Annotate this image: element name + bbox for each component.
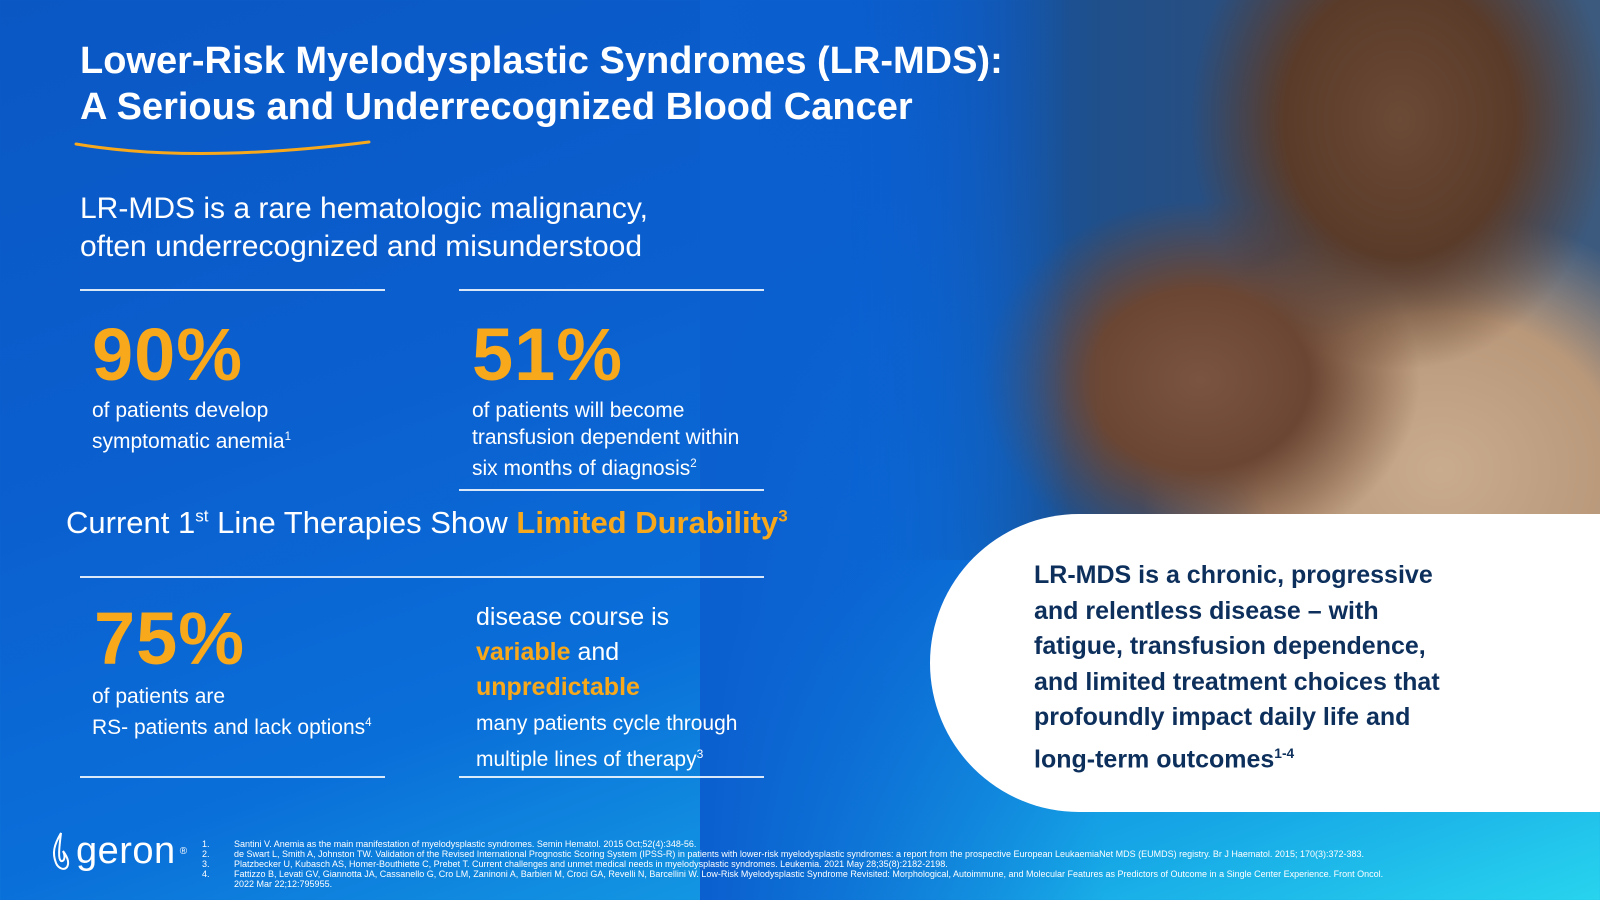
logo-wordmark: geron	[76, 830, 176, 872]
footnote-ref: 1	[284, 431, 291, 443]
callout-text: LR-MDS is a chronic, progressive and rel…	[1034, 558, 1554, 777]
stat-rs-line-2: RS- patients and lack options	[92, 716, 366, 739]
reference-number: 2.	[202, 849, 210, 859]
page-title: Lower-Risk Myelodysplastic Syndromes (LR…	[80, 38, 1003, 130]
stat-transfusion-line-1: of patients will become	[472, 399, 685, 422]
divider	[459, 289, 764, 291]
references: 1. Santini V. Anemia as the main manifest…	[202, 839, 1383, 889]
stat-anemia-description: of patients develop symptomatic anemia1	[92, 397, 291, 455]
course-line-1: disease course is	[476, 603, 670, 631]
footnote-ref: 1-4	[1274, 745, 1295, 761]
intro-line-2: often underrecognized and misunderstood	[80, 230, 643, 263]
reference-text: Platzbecker U, Kubasch AS, Homer-Bouthie…	[234, 859, 948, 869]
stat-anemia-line-2: symptomatic anemia	[92, 430, 285, 453]
reference-number: 3.	[202, 859, 210, 869]
reference-text: 2022 Mar 22;12:795955.	[234, 879, 333, 889]
divider	[80, 289, 385, 291]
stat-transfusion-line-3: six months of diagnosis	[472, 457, 691, 480]
title-line-2: A Serious and Underrecognized Blood Canc…	[80, 86, 913, 128]
footnote-ref: 3	[778, 506, 788, 526]
stat-transfusion-value: 51%	[472, 313, 624, 396]
therapies-subheading: Current 1st Line Therapies Show Limited …	[66, 505, 788, 541]
course-line-4: many patients cycle through	[476, 712, 738, 735]
course-line-5: multiple lines of therapy	[476, 748, 697, 771]
callout-card	[930, 514, 1600, 812]
course-variable: variable	[476, 638, 571, 666]
reference-text: de Swart L, Smith A, Johnston TW. Valida…	[234, 849, 1364, 859]
title-line-1: Lower-Risk Myelodysplastic Syndromes (LR…	[80, 40, 1003, 82]
subhead-middle: Line Therapies Show	[208, 505, 517, 540]
intro-text: LR-MDS is a rare hematologic malignancy,…	[80, 190, 648, 266]
footnote-ref: 3	[696, 747, 704, 761]
reference-number: 1.	[202, 839, 210, 849]
intro-line-1: LR-MDS is a rare hematologic malignancy,	[80, 192, 648, 225]
divider	[459, 776, 764, 778]
stat-rs-line-1: of patients are	[92, 685, 226, 708]
reference-item: 4. Fattizzo B, Levati GV, Giannotta JA, C…	[202, 869, 1383, 879]
disease-course-text: disease course is variable and unpredict…	[476, 600, 737, 776]
geron-logo: geron ®	[50, 830, 187, 873]
callout-line: profoundly impact daily life and	[1034, 703, 1411, 731]
callout-line: and limited treatment choices that	[1034, 667, 1440, 696]
callout-line: and relentless disease – with	[1034, 596, 1379, 625]
callout-line: long-term outcomes	[1034, 744, 1275, 773]
registered-mark: ®	[179, 846, 188, 857]
stat-rs-description: of patients are RS- patients and lack op…	[92, 683, 372, 741]
stat-transfusion-line-2: transfusion dependent within	[472, 426, 740, 449]
subhead-highlight: Limited Durability	[516, 505, 779, 540]
callout-line: fatigue, transfusion dependence,	[1034, 632, 1426, 660]
reference-item: 1. Santini V. Anemia as the main manifest…	[202, 839, 1383, 849]
reference-item: 2. de Swart L, Smith A, Johnston TW. Vali…	[202, 849, 1383, 859]
reference-item: 3. Platzbecker U, Kubasch AS, Homer-Bouth…	[202, 859, 1383, 869]
stat-anemia-value: 90%	[92, 313, 244, 396]
callout-line: LR-MDS is a chronic, progressive	[1034, 561, 1433, 589]
flame-icon	[52, 831, 70, 870]
course-unpredictable: unpredictable	[476, 673, 640, 701]
footnote-ref: 2	[690, 458, 697, 470]
stat-anemia-line-1: of patients develop	[92, 399, 269, 422]
reference-number: 4.	[202, 869, 210, 879]
divider	[80, 576, 764, 578]
subhead-prefix: Current 1	[66, 505, 196, 540]
reference-number	[202, 879, 212, 889]
divider	[459, 489, 764, 491]
footnote-ref: 4	[365, 717, 372, 729]
course-and: and	[570, 638, 620, 666]
swoosh-underline	[74, 140, 371, 155]
stat-transfusion-description: of patients will become transfusion depe…	[472, 397, 739, 482]
ordinal-sup: st	[195, 506, 209, 526]
reference-text: Fattizzo B, Levati GV, Giannotta JA, Cas…	[234, 869, 1384, 879]
reference-item: 2022 Mar 22;12:795955.	[202, 879, 1383, 889]
divider	[80, 776, 385, 778]
stat-rs-value: 75%	[94, 597, 246, 680]
reference-text: Santini V. Anemia as the main manifestat…	[234, 839, 697, 849]
